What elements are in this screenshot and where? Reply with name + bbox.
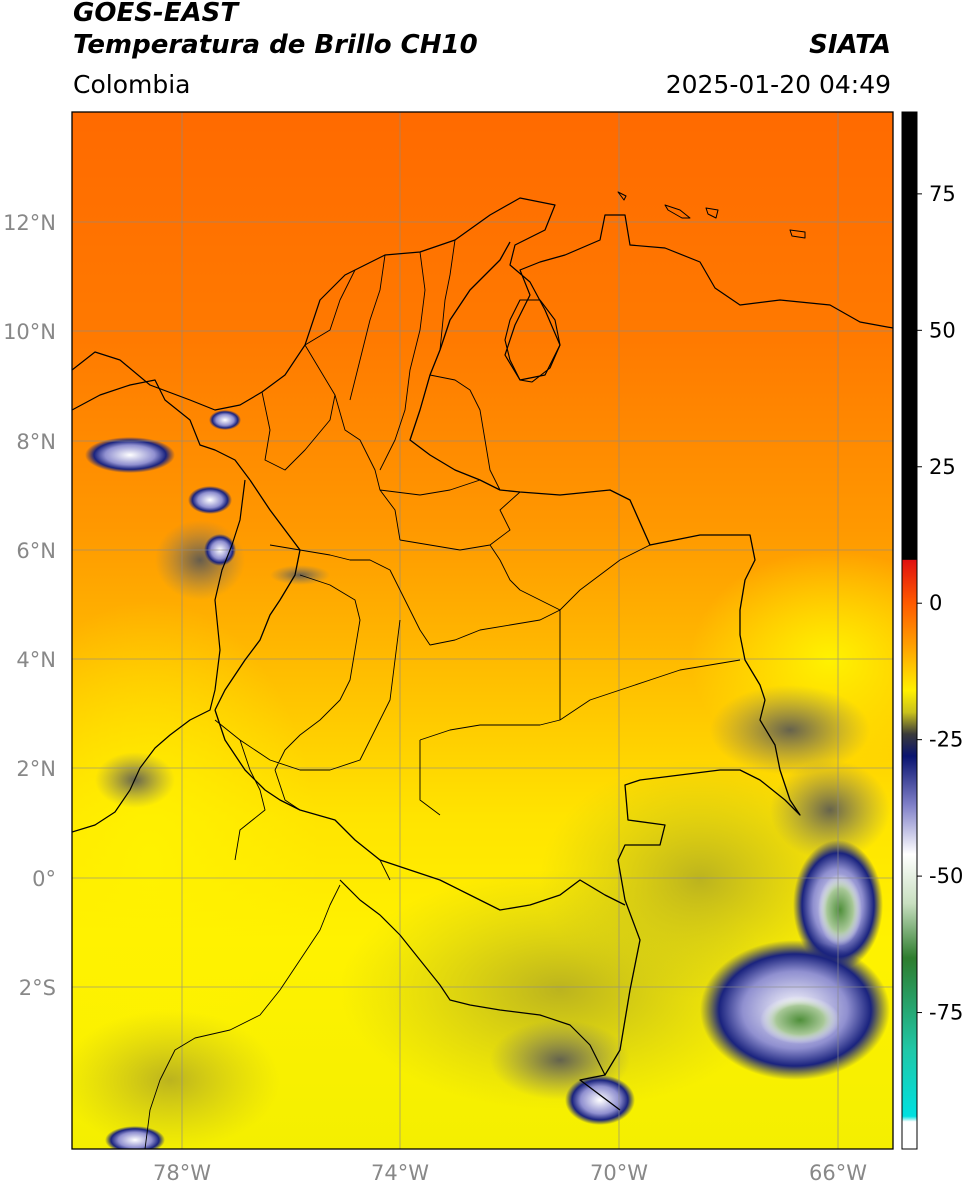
satellite-imagery <box>72 112 893 1149</box>
cold-cloud-core-1 <box>818 874 862 946</box>
latitude-labels: 12°N 10°N 8°N 6°N 4°N 2°N 0° 2°S <box>3 211 56 1000</box>
lake-maracaibo <box>504 299 561 383</box>
coastline-pacific <box>72 479 246 833</box>
lat-label-6n: 6°N <box>16 539 56 563</box>
border-ecuador-peru <box>339 879 606 1076</box>
convective-cloud-amazon-3 <box>565 1075 635 1125</box>
region-label: Colombia <box>73 70 191 99</box>
lon-label-74w: 74°W <box>371 1161 429 1185</box>
lat-label-2s: 2°S <box>19 976 56 1000</box>
yellow-region-pacific <box>72 600 320 1120</box>
colorbar-tick-label: 25 <box>929 455 956 479</box>
coastline-ecuador <box>144 884 341 1149</box>
convective-cloud-choco-1 <box>188 486 232 514</box>
datetime-label: 2025-01-20 04:49 <box>665 70 891 99</box>
colorbar-tick-label: 0 <box>929 591 942 615</box>
coastline-panama <box>72 379 251 481</box>
graticule <box>72 112 893 1149</box>
gray-cloud-east-2 <box>770 760 890 860</box>
colorbar-scale <box>902 112 917 1149</box>
lon-label-78w: 78°W <box>153 1161 211 1185</box>
lon-label-66w: 66°W <box>809 1161 867 1185</box>
colorbar: 75 50 25 0 -25 -50 -75 <box>901 111 963 1150</box>
border-brazil <box>579 699 801 1111</box>
lat-label-8n: 8°N <box>16 430 56 454</box>
colorbar-tick-label: 75 <box>929 182 956 206</box>
lat-label-4n: 4°N <box>16 648 56 672</box>
colorbar-tick-label: -75 <box>929 1001 963 1025</box>
convective-cloud-southwest <box>105 1126 165 1149</box>
convective-cloud-gulf <box>209 410 241 430</box>
convective-cloud-darien <box>85 437 175 473</box>
lat-label-0: 0° <box>32 867 56 891</box>
department-borders <box>214 239 741 881</box>
lat-label-10n: 10°N <box>3 320 56 344</box>
cold-cloud-core-2 <box>760 996 840 1044</box>
boundaries <box>72 191 893 1149</box>
colorbar-tick-label: -50 <box>929 864 963 888</box>
longitude-labels: 78°W 74°W 70°W 66°W <box>153 1161 867 1185</box>
map-frame <box>71 111 894 1150</box>
islands-aruba-curacao <box>617 191 806 239</box>
colorbar-frame <box>901 111 918 1150</box>
lat-label-2n: 2°N <box>16 757 56 781</box>
colorbar-tick-label: 50 <box>929 318 956 342</box>
product-title: Temperatura de Brillo CH10 <box>73 30 478 60</box>
source-label: SIATA <box>809 30 891 60</box>
lon-label-70w: 70°W <box>590 1161 648 1185</box>
border-venezuela <box>409 241 766 701</box>
satellite-name: GOES-EAST <box>73 0 239 28</box>
border-peru <box>214 709 626 911</box>
lat-label-12n: 12°N <box>3 211 56 235</box>
colorbar-tick-label: -25 <box>929 728 963 752</box>
international-border <box>214 479 301 711</box>
coastline-caribbean <box>72 197 893 411</box>
olive-region-southwest <box>72 1010 280 1149</box>
gray-cloud-east <box>710 685 870 775</box>
